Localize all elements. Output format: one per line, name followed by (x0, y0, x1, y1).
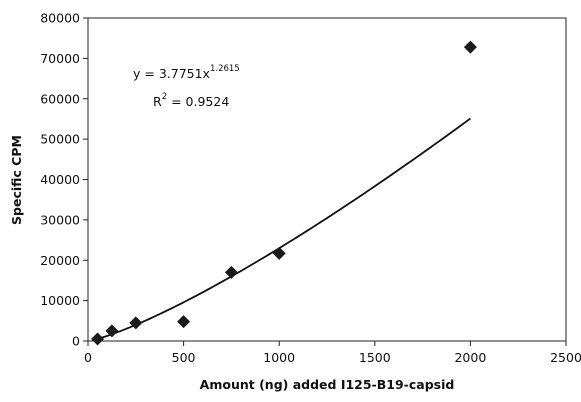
y-tick-label: 30000 (40, 212, 80, 227)
x-tick-label: 2500 (550, 350, 581, 365)
x-axis-title: Amount (ng) added I125-B19-capsid (200, 377, 455, 392)
x-tick-label: 500 (172, 350, 196, 365)
y-tick-label: 50000 (40, 132, 80, 147)
power-trendline (97, 117, 471, 340)
r-squared-exponent: 2 (162, 92, 167, 102)
x-tick-label: 2000 (454, 350, 486, 365)
data-point-marker (177, 315, 191, 329)
data-point-marker (224, 265, 238, 279)
y-axis: 0 10000 20000 30000 40000 50000 60000 70000 8000… (40, 11, 88, 349)
r-squared-base: R (153, 94, 162, 109)
y-tick-label: 40000 (40, 172, 80, 187)
x-axis: 0 500 1000 1500 2000 2500 (84, 341, 581, 365)
x-tick-label: 0 (84, 350, 92, 365)
x-tick-label: 1500 (359, 350, 391, 365)
trend-equation: y = 3.7751x1.2615 (133, 64, 240, 81)
y-tick-label: 70000 (40, 51, 80, 66)
r-squared-value: = 0.9524 (167, 94, 229, 109)
data-markers (91, 40, 477, 346)
y-tick-label: 0 (72, 334, 80, 349)
trend-equation-exponent: 1.2615 (210, 64, 240, 74)
data-point-marker (272, 246, 286, 260)
y-axis-title: Specific CPM (9, 135, 24, 225)
x-tick-label: 1000 (263, 350, 295, 365)
data-point-marker (463, 40, 477, 54)
trend-equation-base: y = 3.7751x (133, 66, 210, 81)
data-point-marker (91, 332, 105, 346)
data-point-marker (105, 324, 119, 338)
y-tick-label: 20000 (40, 253, 80, 268)
y-tick-label: 10000 (40, 293, 80, 308)
y-tick-label: 60000 (40, 91, 80, 106)
data-point-marker (129, 316, 143, 330)
y-tick-label: 80000 (40, 11, 80, 26)
r-squared: R2 = 0.9524 (153, 92, 229, 109)
